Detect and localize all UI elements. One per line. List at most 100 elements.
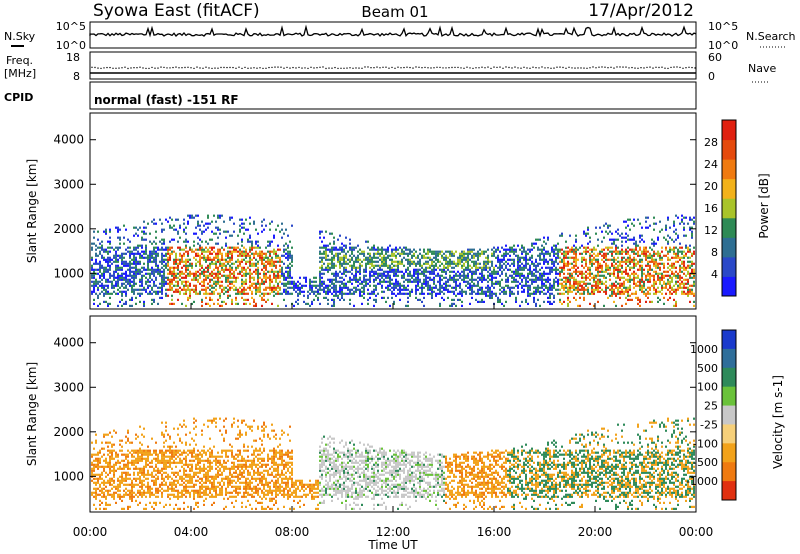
range-cell <box>279 270 281 273</box>
y-tick-label: 2000 <box>53 222 84 236</box>
range-cell <box>299 276 301 279</box>
range-cell <box>493 246 495 249</box>
range-cell <box>287 272 289 275</box>
range-cell <box>289 276 291 279</box>
range-cell <box>563 256 565 259</box>
range-cell <box>597 254 599 257</box>
range-cell <box>453 266 455 269</box>
range-cell <box>231 276 233 279</box>
range-cell <box>215 242 217 245</box>
range-cell <box>99 264 101 267</box>
range-cell <box>221 284 223 287</box>
range-cell <box>467 268 469 271</box>
range-cell <box>383 258 385 261</box>
range-cell <box>601 268 603 271</box>
range-cell <box>351 272 353 275</box>
range-cell <box>475 254 477 257</box>
range-cell <box>395 264 397 267</box>
range-cell <box>453 254 455 257</box>
range-cell <box>265 288 267 291</box>
range-cell <box>235 266 237 269</box>
range-cell <box>525 252 527 255</box>
range-cell <box>617 238 619 241</box>
range-cell <box>487 284 489 287</box>
range-cell <box>247 238 249 241</box>
range-cell <box>107 284 109 287</box>
range-cell <box>491 252 493 255</box>
range-cell <box>569 250 571 253</box>
range-cell <box>613 268 615 271</box>
range-cell <box>279 292 281 295</box>
range-cell <box>339 266 341 269</box>
range-cell <box>561 252 563 255</box>
nave-dot <box>433 67 435 69</box>
range-cell <box>599 286 601 289</box>
range-cell <box>203 248 205 251</box>
range-cell <box>567 290 569 293</box>
range-cell <box>319 302 321 305</box>
range-cell <box>531 256 533 259</box>
range-cell <box>117 282 119 285</box>
range-cell <box>639 248 641 251</box>
range-cell <box>327 302 329 305</box>
range-cell <box>145 272 147 275</box>
range-cell <box>249 248 251 251</box>
range-cell <box>563 252 565 255</box>
range-cell <box>365 240 367 243</box>
range-cell <box>265 254 267 257</box>
range-cell <box>385 260 387 263</box>
range-cell <box>365 274 367 277</box>
range-cell <box>563 288 565 291</box>
range-cell <box>451 304 453 307</box>
range-cell <box>605 262 607 265</box>
range-cell <box>641 278 643 281</box>
range-cell <box>641 270 643 273</box>
range-cell <box>231 300 233 303</box>
range-cell <box>369 270 371 273</box>
range-cell <box>683 278 685 281</box>
range-cell <box>155 290 157 293</box>
range-cell <box>669 250 671 253</box>
range-cell <box>559 282 561 285</box>
range-cell <box>567 272 569 275</box>
nave-dot <box>394 67 396 70</box>
range-cell <box>303 290 305 293</box>
range-cell <box>181 260 183 263</box>
range-cell <box>563 250 565 253</box>
range-cell <box>529 258 531 261</box>
range-cell <box>337 296 339 299</box>
range-cell <box>127 268 129 271</box>
range-cell <box>177 246 179 249</box>
range-cell <box>461 260 463 263</box>
range-cell <box>621 240 623 243</box>
range-cell <box>607 258 609 261</box>
range-cell <box>275 254 277 257</box>
range-cell <box>161 284 163 287</box>
range-cell <box>243 286 245 289</box>
range-cell <box>511 258 513 261</box>
range-cell <box>469 252 471 255</box>
range-cell <box>261 224 263 227</box>
range-cell <box>485 294 487 297</box>
range-cell <box>131 284 133 287</box>
range-cell <box>521 272 523 275</box>
range-cell <box>269 252 271 255</box>
range-cell <box>173 228 175 231</box>
range-cell <box>199 224 201 227</box>
range-cell <box>473 256 475 259</box>
range-cell <box>149 272 151 275</box>
range-cell <box>473 284 475 287</box>
range-cell <box>391 266 393 269</box>
range-cell <box>327 292 329 295</box>
range-cell <box>239 260 241 263</box>
range-cell <box>461 294 463 297</box>
range-cell <box>253 254 255 257</box>
nave-dot <box>223 66 225 69</box>
range-cell <box>609 258 611 261</box>
range-cell <box>197 280 199 283</box>
range-cell <box>617 266 619 269</box>
range-cell <box>339 256 341 259</box>
range-cell <box>625 296 627 299</box>
range-cell <box>97 304 99 307</box>
range-cell <box>493 266 495 269</box>
